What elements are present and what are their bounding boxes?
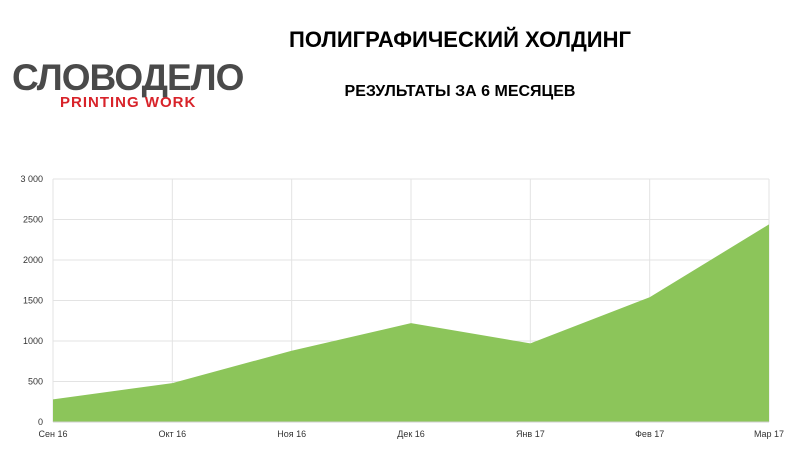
- y-tick-label: 2000: [23, 255, 43, 265]
- page-subtitle: РЕЗУЛЬТАТЫ ЗА 6 МЕСЯЦЕВ: [344, 83, 576, 100]
- x-tick-label: Янв 17: [516, 429, 545, 439]
- logo-tagline: PRINTING WORK: [60, 94, 197, 111]
- y-tick-label: 3 000: [20, 174, 43, 184]
- logo-wordmark: СЛОВОДЕЛО: [12, 57, 244, 98]
- x-tick-label: Ноя 16: [277, 429, 306, 439]
- y-tick-label: 0: [38, 417, 43, 427]
- x-tick-label: Окт 16: [158, 429, 186, 439]
- x-tick-label: Сен 16: [39, 429, 68, 439]
- page-title: ПОЛИГРАФИЧЕСКИЙ ХОЛДИНГ: [289, 27, 631, 52]
- y-tick-label: 1000: [23, 336, 43, 346]
- y-tick-label: 1500: [23, 296, 43, 306]
- y-tick-label: 500: [28, 377, 43, 387]
- company-logo: СЛОВОДЕЛО PRINTING WORK: [12, 58, 248, 114]
- x-tick-label: Мар 17: [754, 429, 784, 439]
- x-tick-label: Фев 17: [635, 429, 664, 439]
- y-tick-label: 2500: [23, 215, 43, 225]
- x-tick-label: Дек 16: [397, 429, 425, 439]
